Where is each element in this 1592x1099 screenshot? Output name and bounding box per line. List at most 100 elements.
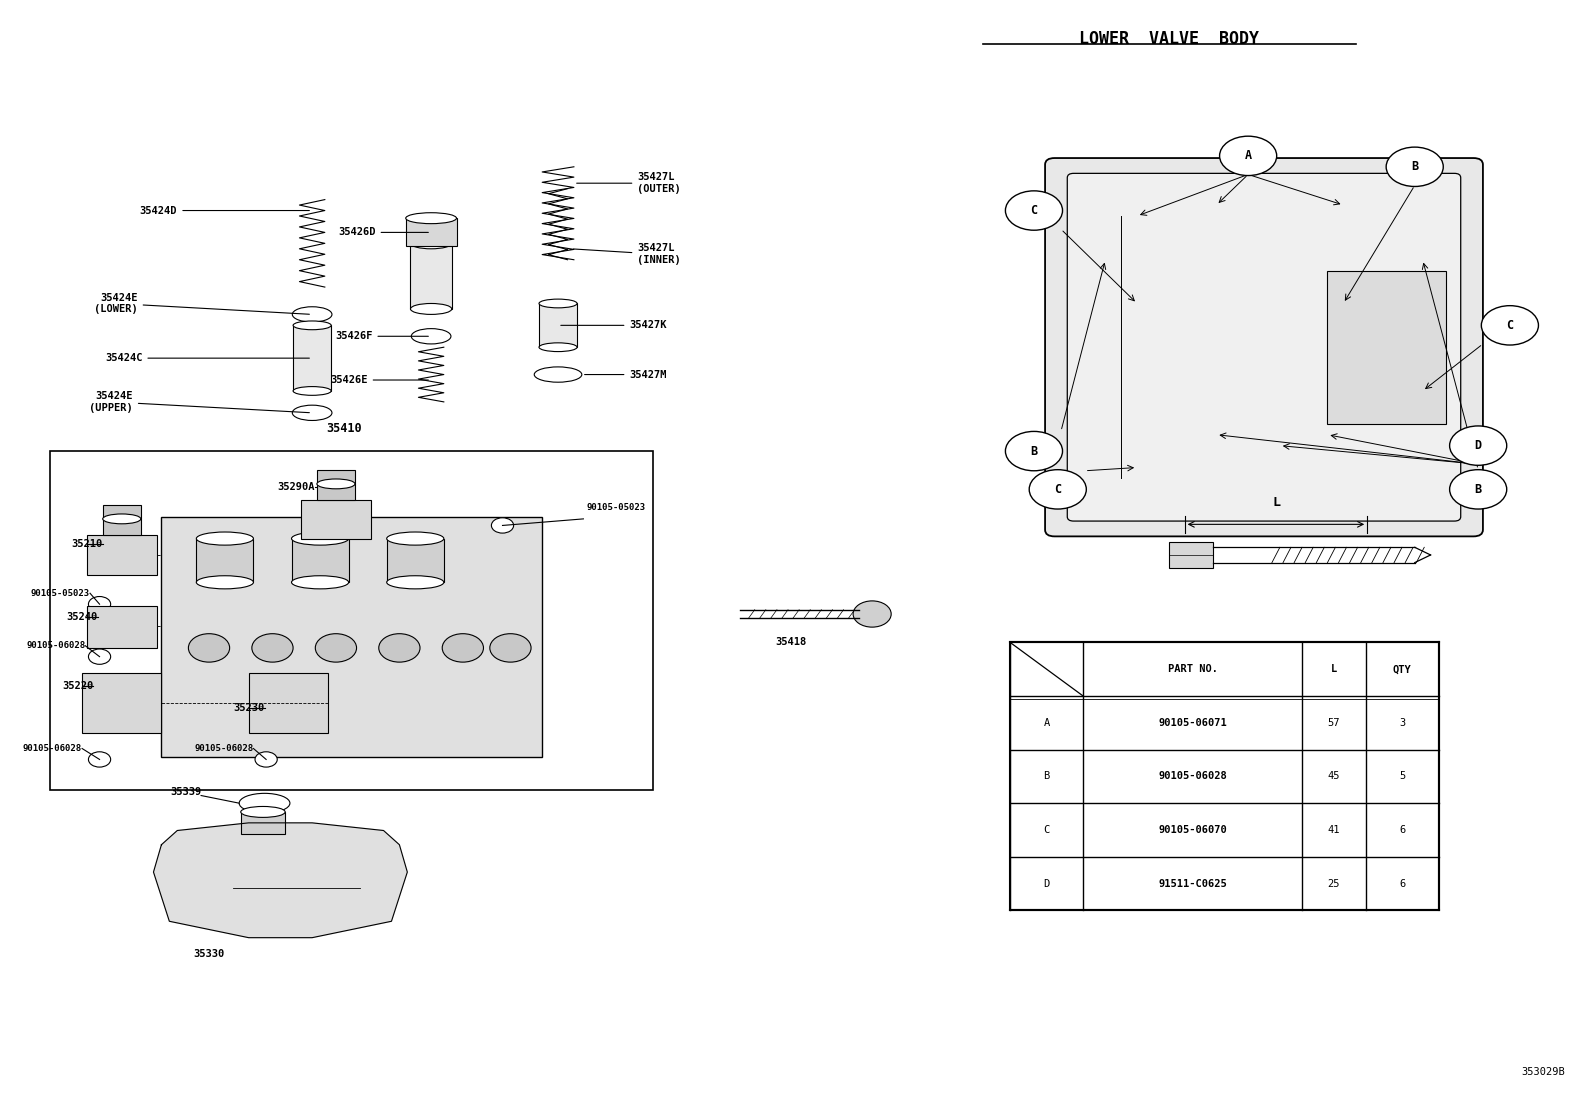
- Ellipse shape: [291, 576, 349, 589]
- Text: 3: 3: [1399, 718, 1406, 728]
- Text: 6: 6: [1399, 825, 1406, 835]
- Text: 41: 41: [1328, 825, 1340, 835]
- Circle shape: [1087, 247, 1122, 271]
- Circle shape: [1006, 432, 1062, 470]
- Ellipse shape: [540, 299, 576, 308]
- Bar: [83, 673, 161, 733]
- Circle shape: [1450, 426, 1506, 465]
- Ellipse shape: [1181, 274, 1299, 399]
- Bar: [196, 539, 253, 582]
- Text: 5: 5: [1399, 771, 1406, 781]
- Ellipse shape: [196, 576, 253, 589]
- Text: QTY: QTY: [1393, 664, 1412, 674]
- Text: 91511-C0625: 91511-C0625: [1159, 878, 1227, 889]
- Text: 90105-05023: 90105-05023: [586, 503, 646, 512]
- Bar: [51, 451, 653, 790]
- Text: B: B: [1043, 771, 1049, 781]
- Bar: [88, 535, 156, 575]
- Circle shape: [490, 634, 532, 662]
- Bar: [411, 243, 452, 309]
- Circle shape: [89, 650, 111, 664]
- Ellipse shape: [291, 532, 349, 545]
- Text: 353029B: 353029B: [1522, 1066, 1565, 1077]
- Text: 35210: 35210: [72, 539, 103, 550]
- Text: 35426E: 35426E: [330, 375, 428, 385]
- Bar: [291, 539, 349, 582]
- Text: 45: 45: [1328, 771, 1340, 781]
- Text: 35424C: 35424C: [105, 353, 309, 363]
- Bar: [248, 673, 328, 733]
- Circle shape: [188, 634, 229, 662]
- Text: L: L: [1272, 496, 1280, 509]
- Text: 35427L
(INNER): 35427L (INNER): [573, 244, 681, 265]
- Circle shape: [1350, 288, 1379, 308]
- Text: C: C: [1043, 825, 1049, 835]
- Text: 35330: 35330: [193, 948, 224, 958]
- Text: LOWER  VALVE  BODY: LOWER VALVE BODY: [1079, 30, 1259, 48]
- Circle shape: [1219, 136, 1277, 176]
- Text: A: A: [1043, 718, 1049, 728]
- Circle shape: [1028, 469, 1086, 509]
- Text: B: B: [1474, 482, 1482, 496]
- Ellipse shape: [406, 213, 457, 224]
- Ellipse shape: [1153, 248, 1328, 424]
- Text: 35418: 35418: [775, 637, 807, 647]
- Ellipse shape: [293, 321, 331, 330]
- Circle shape: [252, 634, 293, 662]
- Circle shape: [315, 634, 357, 662]
- Text: 35427K: 35427K: [560, 320, 667, 331]
- Circle shape: [1326, 477, 1361, 501]
- Text: B: B: [1030, 445, 1038, 457]
- Bar: [1011, 643, 1439, 910]
- Ellipse shape: [103, 514, 140, 524]
- Text: 35426F: 35426F: [334, 331, 428, 342]
- Circle shape: [1199, 193, 1234, 218]
- Ellipse shape: [411, 303, 452, 314]
- Circle shape: [1006, 191, 1062, 230]
- Circle shape: [255, 752, 277, 767]
- Circle shape: [1326, 291, 1361, 315]
- FancyBboxPatch shape: [1044, 158, 1482, 536]
- Bar: [387, 539, 444, 582]
- Circle shape: [1387, 147, 1444, 187]
- Polygon shape: [153, 823, 408, 937]
- Circle shape: [853, 601, 892, 628]
- Text: C: C: [1506, 319, 1514, 332]
- Text: C: C: [1030, 204, 1038, 217]
- Text: 35230: 35230: [234, 703, 264, 713]
- Text: 35424E
(UPPER): 35424E (UPPER): [89, 391, 309, 413]
- Text: 35424D: 35424D: [140, 206, 309, 215]
- Circle shape: [1119, 455, 1154, 479]
- Circle shape: [379, 634, 420, 662]
- Circle shape: [1119, 204, 1154, 227]
- Text: 35426D: 35426D: [338, 227, 428, 237]
- Circle shape: [1481, 306, 1538, 345]
- Text: 57: 57: [1328, 718, 1340, 728]
- Bar: [293, 325, 331, 391]
- Ellipse shape: [293, 307, 333, 322]
- Circle shape: [1450, 469, 1506, 509]
- Text: 25: 25: [1328, 878, 1340, 889]
- Circle shape: [1199, 477, 1234, 501]
- Bar: [1328, 270, 1447, 424]
- Ellipse shape: [239, 793, 290, 813]
- Bar: [240, 812, 285, 834]
- Circle shape: [1390, 354, 1418, 374]
- Circle shape: [1390, 321, 1418, 341]
- Bar: [317, 469, 355, 500]
- Text: 6: 6: [1399, 878, 1406, 889]
- Bar: [406, 219, 457, 245]
- Circle shape: [1350, 354, 1379, 374]
- Text: 90105-06070: 90105-06070: [1159, 825, 1227, 835]
- Text: PART NO.: PART NO.: [1167, 664, 1218, 674]
- Bar: [540, 303, 576, 347]
- Text: B: B: [1411, 160, 1418, 174]
- Circle shape: [89, 597, 111, 612]
- Text: D: D: [1474, 440, 1482, 452]
- Circle shape: [1350, 387, 1379, 407]
- Circle shape: [443, 634, 484, 662]
- Ellipse shape: [196, 532, 253, 545]
- Text: 35424E
(LOWER): 35424E (LOWER): [94, 292, 309, 314]
- Text: C: C: [1054, 482, 1062, 496]
- Circle shape: [89, 752, 111, 767]
